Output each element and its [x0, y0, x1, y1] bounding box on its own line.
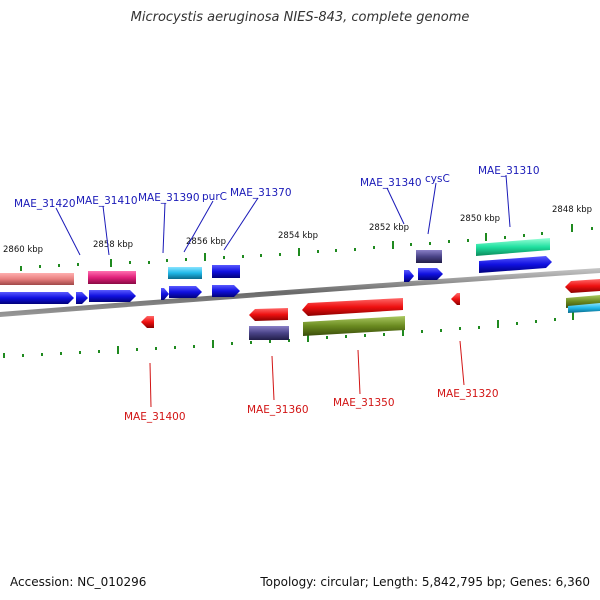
scale-labels: 2860 kbp 2858 kbp 2856 kbp 2854 kbp 2852… [3, 205, 592, 255]
feature-bar[interactable] [303, 316, 405, 336]
gene-arrow[interactable] [479, 256, 552, 273]
gene-arrow[interactable] [169, 286, 202, 298]
forward-strand [0, 238, 552, 304]
gene-label[interactable]: purC [202, 191, 227, 203]
gene-arrow[interactable] [565, 279, 600, 293]
gene-arrow[interactable] [404, 270, 414, 282]
feature-bar[interactable] [568, 303, 600, 313]
gene-label[interactable]: MAE_31310 [478, 165, 540, 177]
gene-label[interactable]: MAE_31320 [437, 388, 499, 400]
feature-bar[interactable] [88, 271, 136, 284]
gene-labels-top: MAE_31420 MAE_31410 MAE_31390 purC MAE_3… [14, 165, 540, 210]
gene-arrow[interactable] [212, 285, 240, 297]
inner-tick-ring [3, 312, 574, 358]
scale-label: 2856 kbp [186, 237, 226, 247]
gene-label[interactable]: MAE_31390 [138, 192, 200, 204]
gene-arrow[interactable] [0, 292, 74, 304]
outer-tick-ring [20, 224, 593, 271]
map-title: Microcystis aeruginosa NIES-843, complet… [130, 10, 470, 25]
gene-label[interactable]: MAE_31400 [124, 411, 186, 423]
gene-arrow[interactable] [76, 292, 88, 304]
feature-bar[interactable] [212, 265, 240, 278]
gene-labels-bottom: MAE_31400 MAE_31360 MAE_31350 MAE_31320 [124, 388, 499, 423]
accession-label: Accession: NC_010296 [10, 575, 147, 589]
reverse-strand [141, 279, 600, 340]
scale-label: 2854 kbp [278, 231, 318, 241]
gene-arrow[interactable] [141, 316, 154, 328]
feature-bar[interactable] [168, 267, 202, 279]
gene-arrow[interactable] [161, 288, 169, 300]
genome-summary: Topology: circular; Length: 5,842,795 bp… [260, 575, 590, 589]
gene-label[interactable]: MAE_31340 [360, 177, 422, 189]
scale-label: 2848 kbp [552, 205, 592, 215]
feature-bar[interactable] [416, 250, 442, 263]
gene-arrow[interactable] [249, 308, 288, 321]
scale-label: 2850 kbp [460, 214, 500, 224]
label-leaders [55, 174, 511, 408]
gene-label[interactable]: MAE_31360 [247, 404, 309, 416]
scale-label: 2858 kbp [93, 240, 133, 250]
gene-label[interactable]: MAE_31350 [333, 397, 395, 409]
gene-arrow[interactable] [451, 293, 460, 305]
gene-label[interactable]: cysC [425, 173, 450, 185]
gene-arrow[interactable] [302, 298, 403, 316]
feature-bar[interactable] [249, 326, 289, 340]
gene-label[interactable]: MAE_31420 [14, 198, 76, 210]
scale-label: 2852 kbp [369, 223, 409, 233]
gene-arrow[interactable] [418, 268, 443, 280]
feature-bar[interactable] [0, 273, 74, 285]
gene-label[interactable]: MAE_31370 [230, 187, 292, 199]
scale-label: 2860 kbp [3, 245, 43, 255]
genome-backbone [0, 268, 600, 317]
feature-bar[interactable] [476, 238, 550, 256]
gene-arrow[interactable] [89, 290, 136, 302]
gene-label[interactable]: MAE_31410 [76, 195, 138, 207]
